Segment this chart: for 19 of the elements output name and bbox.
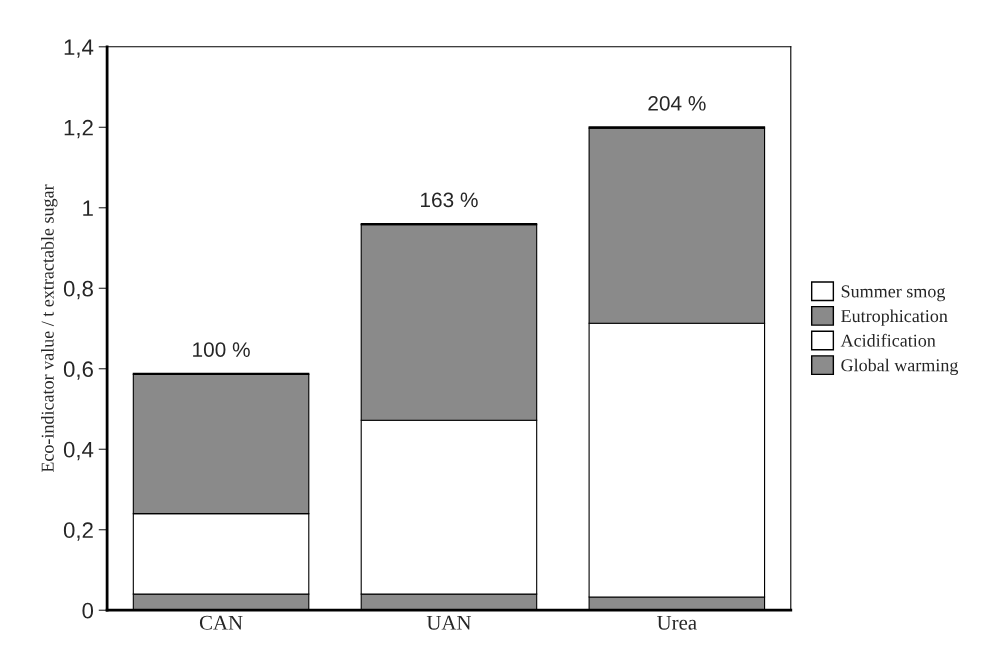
x-tick-label: Urea [657, 615, 697, 630]
y-tick-label: 1 [83, 200, 93, 216]
annotation: 163 % [421, 192, 478, 208]
y-tick-label: 0,6 [63, 361, 93, 380]
y-tick-label: 0 [82, 602, 94, 619]
y-axis-title: Eco-indicator value / t extractable sugar [41, 184, 58, 473]
y-tick-label: 0,2 [63, 522, 93, 541]
x-tick-label: CAN [199, 615, 243, 630]
annotation: 100 % [193, 342, 250, 357]
legend-label: Global warming [841, 358, 959, 376]
legend-label: Eutrophication [841, 309, 948, 326]
x-tick-label: UAN [426, 615, 472, 630]
annotation: 204 % [648, 95, 706, 111]
y-tick-label: 1,2 [64, 119, 93, 139]
y-tick-label: 0,8 [63, 280, 93, 300]
legend-label: Summer smog [841, 285, 946, 302]
legend-label: Acidification [840, 333, 936, 347]
y-tick-label: 0,4 [63, 441, 94, 461]
y-tick-label: 1,4 [64, 39, 94, 58]
